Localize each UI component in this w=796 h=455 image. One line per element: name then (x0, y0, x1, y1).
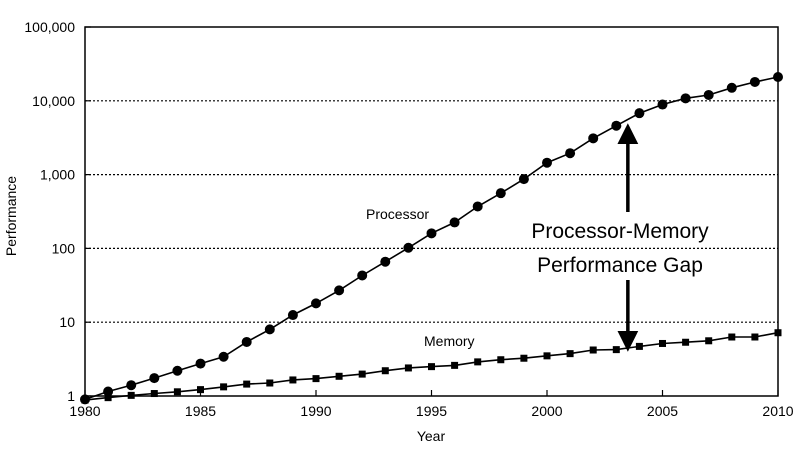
memory-point-2000 (543, 352, 551, 360)
processor-point-1997 (472, 201, 483, 212)
grid-lines (85, 100, 778, 323)
x-tick-label-1980: 1980 (69, 403, 100, 419)
y-axis-title: Performance (3, 176, 19, 256)
memory-point-1998 (497, 356, 505, 364)
memory-point-1999 (520, 354, 528, 362)
memory-point-1995 (428, 363, 435, 371)
processor-point-2007 (703, 89, 714, 100)
memory-point-1996 (451, 361, 459, 369)
gap-annotation-line2: Performance Gap (537, 254, 703, 277)
processor-point-2009 (749, 76, 760, 87)
y-tick-label-10: 10 (59, 314, 75, 330)
processor-point-1996 (449, 217, 460, 228)
memory-point-2001 (566, 350, 574, 358)
processor-point-2008 (726, 82, 737, 93)
processor-point-2000 (542, 157, 552, 168)
memory-point-1989 (289, 376, 297, 384)
processor-point-1984 (172, 365, 183, 376)
memory-point-1988 (266, 379, 274, 387)
memory-point-2008 (728, 333, 736, 341)
memory-point-1992 (358, 370, 366, 378)
memory-point-1983 (150, 390, 158, 398)
memory-series-label: Memory (424, 333, 475, 349)
x-axis-ticks: 1980 1985 1990 1995 2000 2005 2010 (69, 390, 794, 419)
x-tick-label-2005: 2005 (647, 403, 678, 419)
x-axis-title: Year (417, 428, 446, 444)
processor-point-2002 (588, 133, 599, 144)
x-tick-label-1995: 1995 (416, 403, 447, 419)
series-layer (80, 72, 783, 405)
memory-point-2003 (612, 346, 620, 354)
memory-point-1990 (312, 375, 320, 383)
processor-point-1992 (357, 270, 368, 281)
x-tick-label-1985: 1985 (185, 403, 216, 419)
processor-point-1982 (126, 380, 137, 391)
processor-point-1988 (264, 324, 275, 335)
memory-point-1986 (220, 383, 228, 391)
memory-point-1984 (173, 388, 181, 396)
processor-point-1989 (287, 310, 298, 321)
memory-point-1994 (404, 364, 412, 372)
gap-annotation-line1: Processor-Memory (531, 220, 709, 243)
memory-point-2002 (589, 346, 597, 354)
x-tick-label-1990: 1990 (300, 403, 331, 419)
x-tick-label-2010: 2010 (762, 403, 793, 419)
x-tick-label-2000: 2000 (531, 403, 562, 419)
memory-point-2010 (774, 329, 782, 337)
processor-point-2004 (634, 108, 645, 119)
y-tick-label-10000: 10,000 (32, 93, 75, 109)
memory-point-2005 (659, 339, 666, 347)
processor-point-2001 (565, 148, 576, 159)
memory-point-2006 (682, 338, 690, 346)
memory-point-2009 (751, 333, 759, 341)
processor-point-2006 (680, 93, 691, 104)
processor-point-1991 (334, 285, 345, 296)
processor-point-1999 (518, 174, 529, 185)
processor-point-1998 (495, 188, 506, 199)
memory-point-2004 (635, 342, 643, 350)
memory-point-1987 (243, 380, 251, 388)
memory-point-1985 (197, 386, 204, 394)
processor-point-1994 (403, 242, 414, 253)
y-tick-label-100: 100 (52, 240, 76, 256)
y-axis-ticks: 1 10 100 1,000 10,000 100,000 (24, 19, 91, 404)
processor-point-1995 (426, 228, 437, 239)
memory-point-1993 (381, 367, 389, 375)
processor-point-1983 (149, 373, 160, 384)
memory-point-2007 (705, 337, 713, 345)
memory-point-1980 (81, 396, 89, 404)
processor-point-1985 (195, 358, 206, 369)
memory-point-1981 (104, 394, 112, 402)
y-tick-label-1: 1 (67, 388, 75, 404)
processor-point-2010 (773, 72, 783, 83)
processor-point-1993 (380, 256, 391, 267)
processor-series-label: Processor (366, 206, 429, 222)
processor-point-1987 (241, 336, 252, 347)
processor-point-1986 (218, 351, 229, 362)
y-tick-label-100000: 100,000 (24, 19, 75, 35)
memory-point-1997 (474, 358, 482, 366)
processor-point-2005 (657, 99, 668, 110)
processor-point-1990 (311, 298, 321, 309)
memory-point-1982 (127, 391, 135, 399)
y-tick-label-1000: 1,000 (40, 167, 75, 183)
memory-point-1991 (335, 372, 343, 380)
processor-point-2003 (611, 120, 622, 131)
processor-point-1981 (103, 386, 114, 397)
